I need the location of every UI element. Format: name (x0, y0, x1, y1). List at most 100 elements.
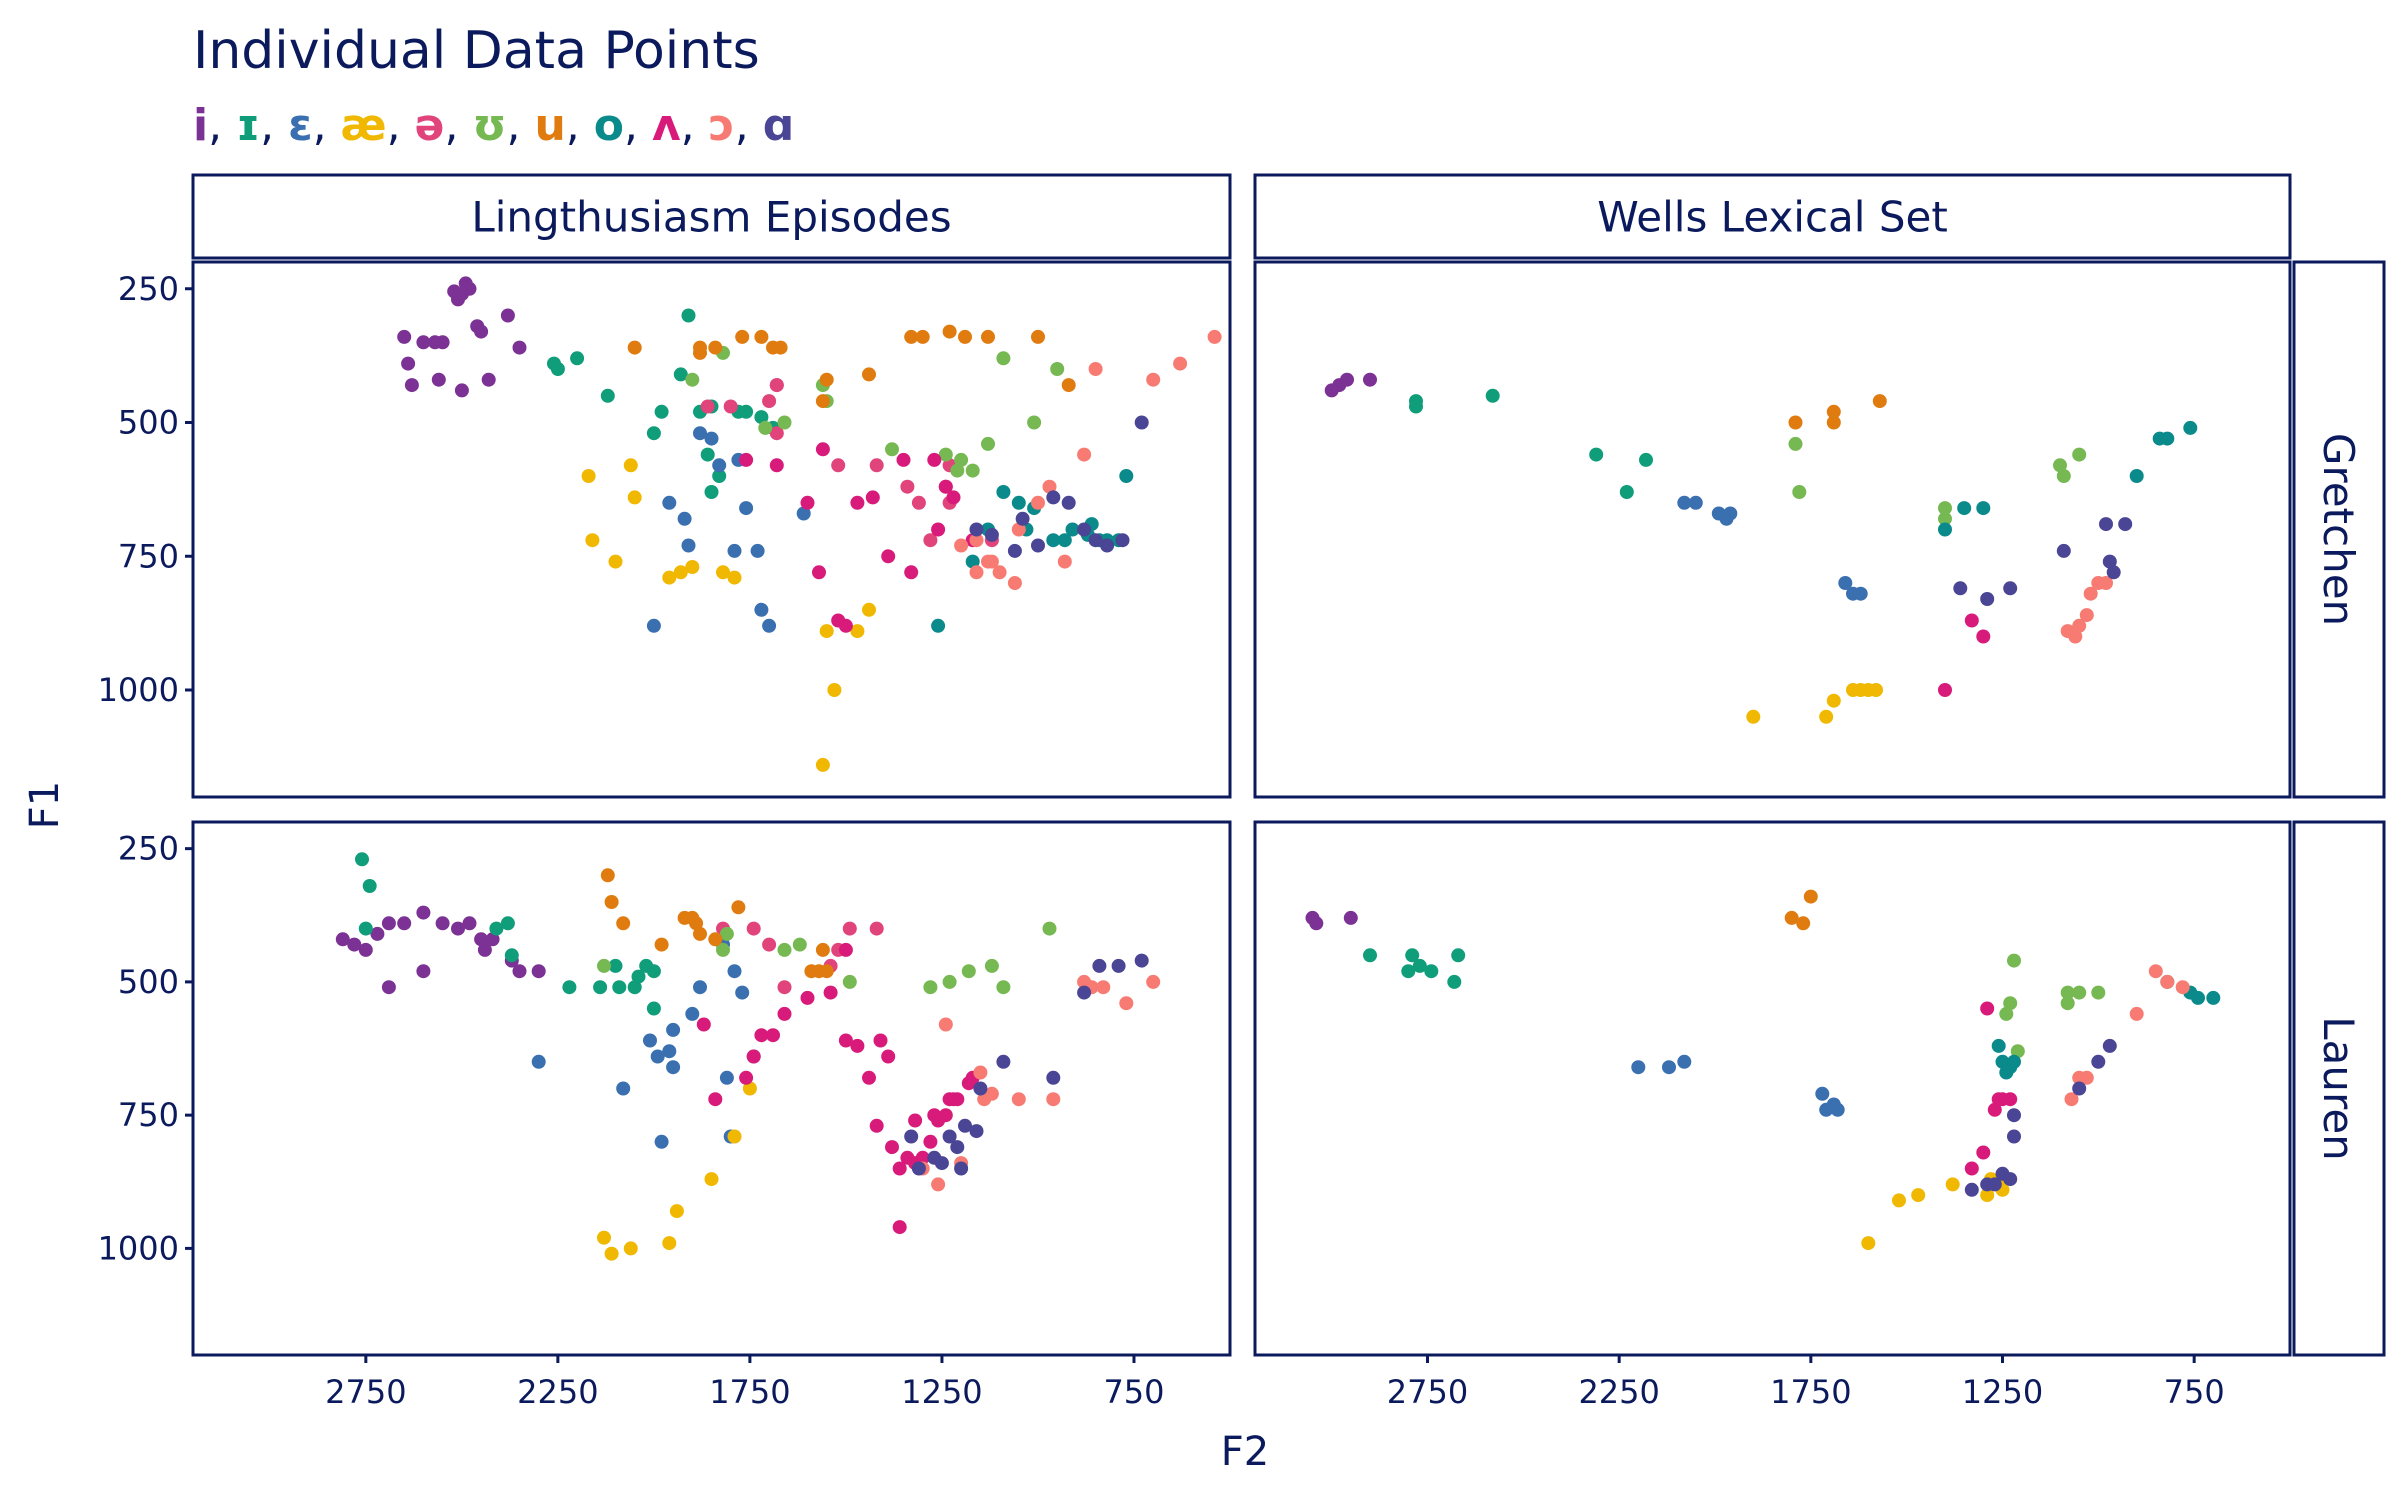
data-point (739, 501, 754, 516)
data-point (792, 937, 807, 952)
legend-vowel-7: o (594, 100, 624, 151)
data-point (1677, 1054, 1692, 1069)
data-point (2206, 990, 2221, 1005)
data-point (1077, 447, 1092, 462)
legend-separator: , (208, 100, 236, 151)
data-point (693, 340, 707, 355)
data-point (1092, 958, 1107, 973)
data-point (923, 980, 938, 995)
data-point (815, 394, 830, 409)
data-point (600, 388, 615, 403)
data-point (2064, 1092, 2079, 1107)
y-tick-label: 750 (118, 1096, 179, 1134)
data-point (1788, 415, 1803, 430)
data-point (984, 527, 999, 542)
data-point (1861, 1236, 1876, 1251)
data-point (547, 356, 561, 371)
data-point (1046, 1092, 1061, 1107)
data-point (666, 1022, 681, 1037)
legend-separator: , (313, 100, 341, 151)
data-point (981, 436, 995, 451)
data-point (815, 757, 830, 772)
data-point (1007, 543, 1022, 558)
data-point (362, 879, 377, 893)
data-point (2129, 1006, 2144, 1021)
data-point (704, 431, 719, 446)
data-point (2099, 576, 2113, 590)
legend-separator: , (260, 100, 288, 151)
data-point (435, 335, 450, 350)
data-point (969, 565, 984, 580)
data-point (746, 1049, 761, 1064)
data-point (597, 958, 611, 973)
data-point (570, 351, 585, 366)
data-point (604, 1246, 619, 1261)
data-point (643, 1033, 657, 1048)
data-point (689, 916, 704, 931)
data-point (2003, 1172, 2018, 1187)
data-point (673, 367, 688, 382)
data-point (996, 485, 1011, 499)
legend-vowel-10: ɑ (763, 100, 795, 151)
data-point (1619, 485, 1634, 499)
data-point (838, 1033, 853, 1048)
data-point (474, 932, 489, 947)
panel-lauren-wells (1253, 820, 2292, 1357)
data-point (1938, 501, 1952, 516)
data-point (1976, 1145, 1991, 1160)
data-point (693, 926, 707, 941)
data-point (731, 900, 746, 915)
data-point (477, 942, 492, 957)
legend-separator: , (681, 100, 709, 151)
x-tick-label: 2250 (1578, 1373, 1659, 1411)
data-point (1011, 495, 1026, 510)
data-point (716, 565, 730, 580)
data-point (1976, 629, 1991, 644)
legend-separator: , (506, 100, 534, 151)
data-point (1011, 522, 1026, 537)
data-point (1027, 415, 1042, 430)
x-tick-label: 2250 (517, 1373, 598, 1411)
data-point (934, 1156, 949, 1171)
data-point (462, 281, 477, 296)
data-point (969, 533, 984, 548)
data-point (1964, 613, 1979, 628)
facet-panels (191, 260, 2292, 1357)
data-point (1980, 1001, 1995, 1016)
legend-vowel-2: ɛ (288, 100, 313, 151)
data-point (2056, 469, 2071, 483)
x-tick-label: 1750 (709, 1373, 790, 1411)
legend-vowel-4: ə (415, 100, 445, 151)
data-point (2053, 458, 2067, 473)
data-point (646, 964, 661, 979)
data-point (842, 974, 857, 989)
data-point (735, 329, 750, 344)
data-point (462, 916, 477, 931)
data-point (1096, 980, 1111, 995)
data-point (1826, 415, 1841, 430)
data-point (2010, 1044, 2025, 1059)
data-point (942, 974, 957, 989)
data-point (470, 319, 485, 334)
data-point (627, 490, 642, 505)
legend-vowel-5: ʊ (472, 100, 506, 151)
data-point (1088, 362, 1103, 376)
data-point (1011, 1092, 1026, 1107)
data-point (666, 1060, 681, 1075)
data-point (1031, 538, 1045, 553)
data-point (1631, 1060, 1646, 1075)
data-point (2183, 420, 2198, 435)
data-point (2148, 964, 2163, 979)
data-point (869, 458, 884, 473)
data-point (942, 1129, 957, 1144)
data-point (696, 1017, 711, 1032)
data-point (512, 340, 527, 355)
legend-vowel-3: æ (341, 100, 387, 151)
data-point (746, 921, 761, 936)
data-point (1819, 709, 1834, 724)
data-point (965, 554, 980, 569)
data-point (838, 942, 853, 957)
data-point (1015, 511, 1030, 526)
chart-title: Individual Data Points (193, 21, 760, 81)
data-point (981, 329, 995, 344)
